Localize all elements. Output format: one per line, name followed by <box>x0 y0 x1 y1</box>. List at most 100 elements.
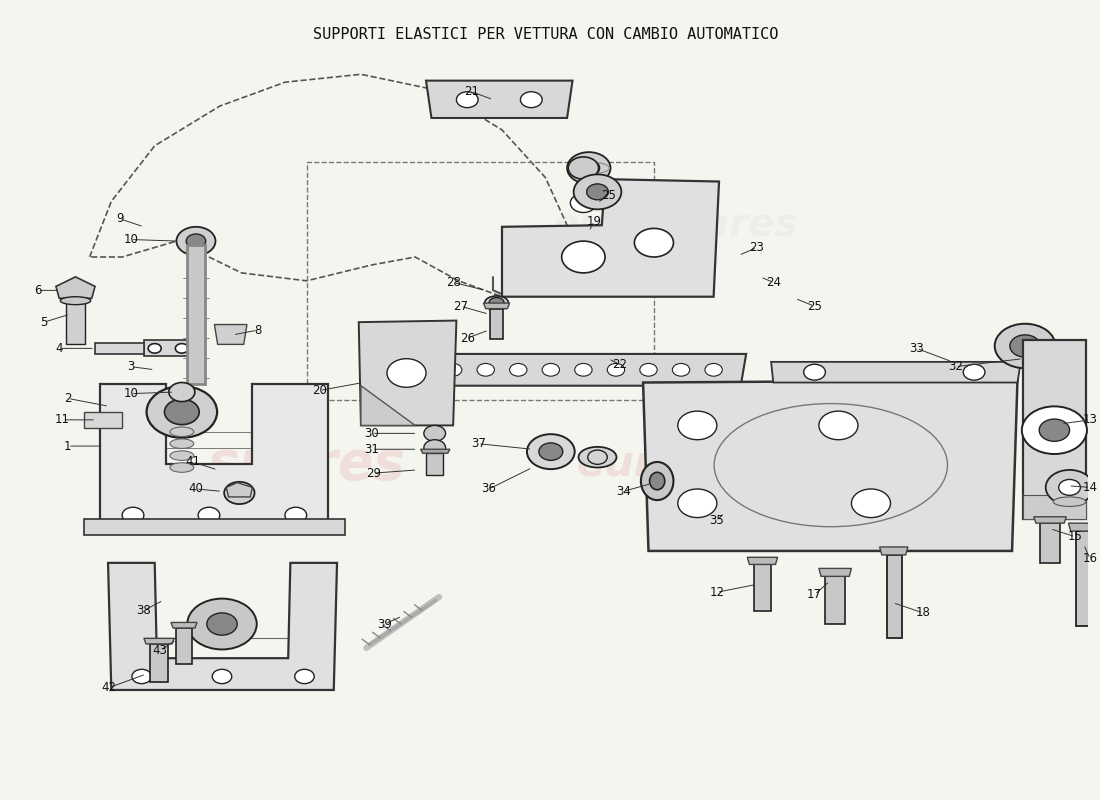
Polygon shape <box>771 362 1021 382</box>
Circle shape <box>678 411 717 440</box>
Circle shape <box>705 363 723 376</box>
Text: spares: spares <box>208 438 406 490</box>
Text: 17: 17 <box>807 588 822 601</box>
Circle shape <box>176 227 216 255</box>
Polygon shape <box>1023 495 1086 519</box>
Circle shape <box>678 489 717 518</box>
Polygon shape <box>214 325 248 344</box>
Text: 3: 3 <box>128 360 134 373</box>
Circle shape <box>520 92 542 108</box>
Circle shape <box>212 670 232 684</box>
Circle shape <box>568 152 611 184</box>
Circle shape <box>851 489 891 518</box>
Text: 1: 1 <box>64 439 72 453</box>
Text: 29: 29 <box>366 466 382 479</box>
Polygon shape <box>644 380 1018 551</box>
Polygon shape <box>1068 523 1093 531</box>
Bar <box>151 644 167 682</box>
Bar <box>1076 531 1091 626</box>
Ellipse shape <box>485 296 508 310</box>
Circle shape <box>168 382 195 402</box>
Ellipse shape <box>1054 497 1086 506</box>
Ellipse shape <box>169 451 194 460</box>
Text: 37: 37 <box>471 437 485 450</box>
Polygon shape <box>361 386 415 426</box>
Text: 6: 6 <box>34 284 42 297</box>
Text: 34: 34 <box>616 485 631 498</box>
Circle shape <box>1046 470 1093 505</box>
Text: 32: 32 <box>948 360 964 373</box>
Polygon shape <box>818 569 851 576</box>
Text: 30: 30 <box>364 427 380 440</box>
Polygon shape <box>100 384 328 527</box>
Ellipse shape <box>60 297 90 305</box>
Polygon shape <box>108 563 337 690</box>
Text: 18: 18 <box>915 606 931 619</box>
Text: 25: 25 <box>601 189 616 202</box>
Circle shape <box>477 363 494 376</box>
Circle shape <box>186 234 206 248</box>
Text: 16: 16 <box>1082 552 1098 566</box>
Text: 38: 38 <box>136 604 151 617</box>
Circle shape <box>424 440 446 456</box>
Circle shape <box>122 507 144 523</box>
Circle shape <box>571 194 596 213</box>
Text: 23: 23 <box>749 241 764 254</box>
Text: 8: 8 <box>254 323 262 337</box>
Polygon shape <box>747 558 778 565</box>
Polygon shape <box>144 341 192 356</box>
Text: 41: 41 <box>185 455 200 469</box>
Circle shape <box>672 363 690 376</box>
Circle shape <box>635 229 673 257</box>
Bar <box>1041 523 1059 563</box>
Text: 24: 24 <box>766 276 781 289</box>
Circle shape <box>1058 479 1080 495</box>
Circle shape <box>640 363 657 376</box>
Text: 35: 35 <box>710 514 724 527</box>
Text: eurospares: eurospares <box>576 442 839 485</box>
Polygon shape <box>227 482 252 497</box>
Text: 19: 19 <box>586 214 602 228</box>
Circle shape <box>542 363 560 376</box>
Circle shape <box>198 507 220 523</box>
Ellipse shape <box>579 447 616 467</box>
Text: eurospares: eurospares <box>553 206 799 244</box>
Bar <box>825 576 845 624</box>
Circle shape <box>132 670 152 684</box>
Circle shape <box>285 507 307 523</box>
Text: 22: 22 <box>612 358 627 370</box>
Circle shape <box>607 363 625 376</box>
Text: 2: 2 <box>64 392 72 405</box>
Polygon shape <box>85 519 344 535</box>
Polygon shape <box>56 277 95 298</box>
Circle shape <box>295 670 315 684</box>
Circle shape <box>387 358 426 387</box>
Polygon shape <box>95 342 144 354</box>
Ellipse shape <box>169 439 194 449</box>
Bar <box>176 628 191 664</box>
Circle shape <box>1010 335 1041 357</box>
Circle shape <box>804 364 825 380</box>
Text: 13: 13 <box>1082 414 1098 426</box>
Circle shape <box>187 598 256 650</box>
Bar <box>426 454 443 475</box>
Ellipse shape <box>169 462 194 472</box>
Text: 4: 4 <box>55 342 63 355</box>
Circle shape <box>578 160 600 176</box>
Text: 33: 33 <box>910 342 924 355</box>
Circle shape <box>569 157 598 179</box>
Text: 25: 25 <box>807 300 822 313</box>
Polygon shape <box>144 638 174 644</box>
Circle shape <box>574 363 592 376</box>
Polygon shape <box>359 321 456 426</box>
Text: 15: 15 <box>1068 530 1082 543</box>
Text: 9: 9 <box>117 212 123 226</box>
Ellipse shape <box>169 427 194 437</box>
Circle shape <box>207 613 238 635</box>
Text: 40: 40 <box>188 482 204 495</box>
Text: 10: 10 <box>123 387 139 400</box>
Bar <box>491 309 503 339</box>
Text: 43: 43 <box>153 644 167 657</box>
Ellipse shape <box>146 386 217 438</box>
Text: 36: 36 <box>482 482 496 495</box>
